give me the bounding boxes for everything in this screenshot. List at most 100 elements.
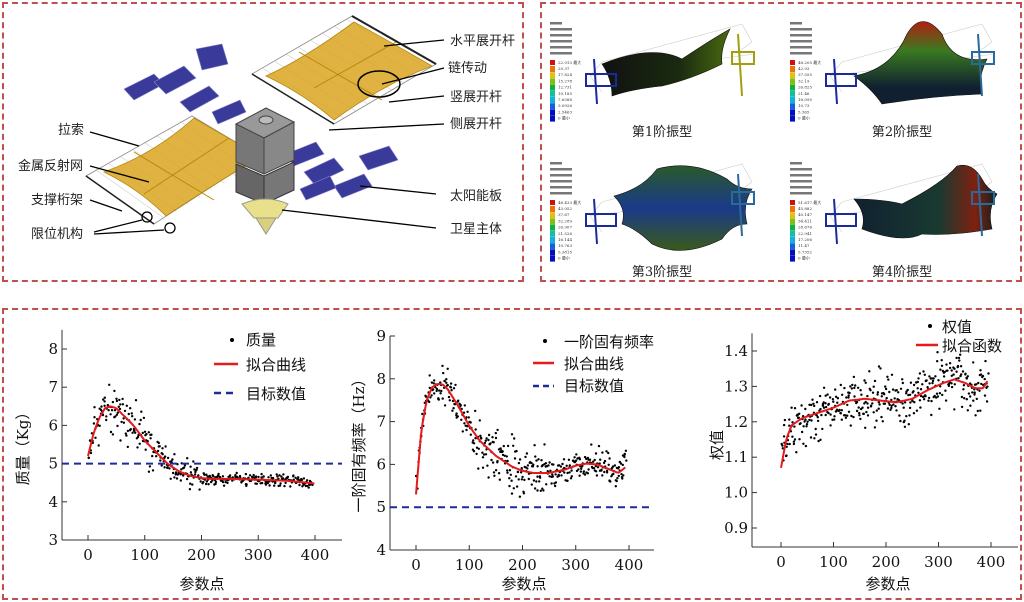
scatter-point (855, 400, 859, 404)
scatter-point (278, 474, 281, 477)
scatter-point (462, 411, 466, 414)
scatter-point (965, 398, 968, 401)
scatter-point (824, 402, 827, 405)
scatter-point (597, 444, 601, 448)
scatter-point (533, 444, 536, 447)
scatter-point (578, 458, 582, 461)
scatter-point (245, 483, 248, 486)
scatter-point (508, 469, 512, 472)
scatter-point (932, 377, 935, 380)
scatter-point (864, 400, 867, 404)
scatter-point (796, 414, 799, 417)
scatter-point (605, 469, 609, 473)
scatter-point (936, 395, 940, 398)
scatter-point (907, 423, 910, 426)
scatter-point (897, 391, 900, 394)
y-tick-label: 6 (376, 455, 386, 473)
support-frame-right (971, 51, 995, 65)
scatter-point (266, 481, 269, 485)
scatter-point (280, 475, 283, 478)
scatter-point (919, 394, 923, 398)
scatter-point (592, 460, 595, 463)
scatter-point (884, 387, 888, 391)
scatter-point (221, 475, 225, 478)
scatter-point (222, 484, 226, 487)
scatter-point (881, 420, 884, 423)
scatter-point (936, 360, 939, 363)
scatter-point (496, 428, 499, 432)
scatter-point (971, 391, 974, 394)
scatter-point (175, 477, 179, 480)
scatter-point (145, 432, 148, 436)
legend-dot-marker (230, 338, 234, 342)
scatter-point (851, 383, 854, 387)
scatter-point (214, 480, 218, 484)
scatter-point (538, 480, 541, 483)
scatter-point (487, 438, 490, 442)
scatter-point (428, 400, 431, 404)
scatter-point (616, 477, 619, 480)
legend-value: 7.6388 (558, 97, 572, 102)
header-text-line (550, 186, 572, 189)
legend-value: 10.73 (798, 103, 810, 108)
scatter-point (898, 414, 901, 417)
scatter-point (582, 470, 586, 473)
scatter-point (103, 396, 107, 399)
x-tick-label: 100 (455, 556, 484, 574)
chart-mass-axes: 3 4 5 6 7 8 0 100 200 300 400 (48, 329, 342, 564)
scatter-point (788, 424, 791, 427)
scatter-point (617, 466, 621, 469)
legend-value: 20.37 (558, 66, 570, 71)
scatter-point (890, 406, 893, 410)
chart-weight-fit-line (780, 378, 989, 468)
scatter-point (111, 433, 115, 436)
scatter-point (477, 467, 480, 470)
chart-mass-points (87, 383, 314, 491)
scatter-point (189, 471, 193, 474)
scatter-point (973, 393, 976, 396)
scatter-point (431, 388, 435, 391)
scatter-point (880, 415, 883, 419)
scatter-point (863, 379, 866, 382)
scatter-point (940, 359, 943, 362)
support-post-right (737, 33, 743, 97)
scatter-point (875, 409, 878, 412)
legend-value: 15.278 (558, 78, 572, 83)
scatter-point (138, 422, 141, 426)
support-frame-left (825, 73, 857, 87)
scatter-point (834, 388, 837, 391)
scatter-point (864, 426, 867, 429)
scatter-point (447, 395, 451, 399)
solar-panels (123, 43, 399, 201)
scatter-point (544, 462, 548, 465)
scatter-point (974, 414, 977, 417)
scatter-point (820, 413, 823, 417)
scatter-point (815, 401, 819, 404)
result-header (790, 162, 812, 195)
scatter-point (935, 396, 938, 399)
legend-value: 10.185 (558, 91, 572, 96)
label-horizontal-rod: 水平展开杆 (450, 34, 515, 49)
scatter-point (903, 401, 907, 404)
scatter-point (901, 381, 904, 385)
scatter-point (833, 418, 836, 421)
leader-lines (89, 39, 445, 235)
scatter-point (803, 420, 806, 423)
scatter-point (446, 367, 449, 370)
scatter-point (792, 442, 796, 446)
scatter-point (983, 377, 986, 381)
scatter-point (536, 489, 539, 492)
scatter-point (475, 452, 478, 456)
scatter-point (603, 470, 606, 474)
scatter-point (492, 471, 496, 474)
scatter-point (206, 475, 210, 478)
scatter-point (836, 397, 840, 400)
scatter-point (487, 476, 490, 479)
scatter-point (126, 445, 129, 449)
scatter-point (955, 356, 958, 360)
scatter-point (189, 482, 192, 485)
scatter-point (117, 405, 121, 408)
x-tick-label: 400 (615, 556, 644, 574)
y-tick-label: 6 (48, 416, 58, 434)
scatter-point (560, 474, 563, 477)
